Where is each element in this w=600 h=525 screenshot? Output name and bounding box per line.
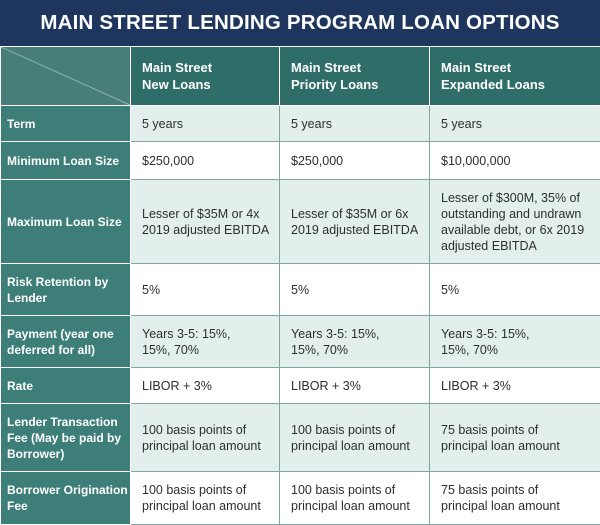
corner-cell xyxy=(1,47,131,106)
row-label: Maximum Loan Size xyxy=(1,180,131,264)
row-label: Lender Transaction Fee (May be paid by B… xyxy=(1,404,131,472)
column-header-line2: New Loans xyxy=(142,77,211,92)
row-label: Rate xyxy=(1,368,131,404)
table-cell: $250,000 xyxy=(280,142,430,180)
table-cell: 75 basis points of principal loan amount xyxy=(430,404,600,472)
row-label: Payment (year one deferred for all) xyxy=(1,316,131,368)
table-cell: Years 3-5: 15%, 15%, 70% xyxy=(430,316,600,368)
row-label: Risk Retention by Lender xyxy=(1,264,131,316)
table-row-term: Term 5 years 5 years 5 years xyxy=(1,106,600,142)
loan-options-table: Main Street New Loans Main Street Priori… xyxy=(0,46,600,525)
column-header-line2: Priority Loans xyxy=(291,77,378,92)
table-row-minimum-loan-size: Minimum Loan Size $250,000 $250,000 $10,… xyxy=(1,142,600,180)
row-label: Borrower Origination Fee xyxy=(1,472,131,525)
column-header-new-loans: Main Street New Loans xyxy=(131,47,280,106)
table-cell: LIBOR + 3% xyxy=(430,368,600,404)
table-cell: 5 years xyxy=(280,106,430,142)
table-cell: Lesser of $35M or 4x 2019 adjusted EBITD… xyxy=(131,180,280,264)
column-header-line1: Main Street xyxy=(142,60,212,75)
table-cell: 100 basis points of principal loan amoun… xyxy=(280,472,430,525)
row-label: Minimum Loan Size xyxy=(1,142,131,180)
header-row: Main Street New Loans Main Street Priori… xyxy=(1,47,600,106)
table-cell: 5 years xyxy=(430,106,600,142)
table-row-maximum-loan-size: Maximum Loan Size Lesser of $35M or 4x 2… xyxy=(1,180,600,264)
table-cell: 100 basis points of principal loan amoun… xyxy=(131,472,280,525)
page-title: MAIN STREET LENDING PROGRAM LOAN OPTIONS xyxy=(0,0,600,46)
table-cell: 5% xyxy=(280,264,430,316)
table-cell: Lesser of $300M, 35% of outstanding and … xyxy=(430,180,600,264)
table-row-risk-retention: Risk Retention by Lender 5% 5% 5% xyxy=(1,264,600,316)
table-row-borrower-origination-fee: Borrower Origination Fee 100 basis point… xyxy=(1,472,600,525)
table-cell: 100 basis points of principal loan amoun… xyxy=(131,404,280,472)
table-cell: $250,000 xyxy=(131,142,280,180)
table-row-payment: Payment (year one deferred for all) Year… xyxy=(1,316,600,368)
table-cell: LIBOR + 3% xyxy=(131,368,280,404)
table-row-lender-transaction-fee: Lender Transaction Fee (May be paid by B… xyxy=(1,404,600,472)
table-cell: Lesser of $35M or 6x 2019 adjusted EBITD… xyxy=(280,180,430,264)
column-header-priority-loans: Main Street Priority Loans xyxy=(280,47,430,106)
table-cell: Years 3-5: 15%, 15%, 70% xyxy=(280,316,430,368)
table-cell: 75 basis points of principal loan amount xyxy=(430,472,600,525)
table-cell: 100 basis points of principal loan amoun… xyxy=(280,404,430,472)
table-row-rate: Rate LIBOR + 3% LIBOR + 3% LIBOR + 3% xyxy=(1,368,600,404)
table-cell: $10,000,000 xyxy=(430,142,600,180)
column-header-line1: Main Street xyxy=(441,60,511,75)
table-cell: 5 years xyxy=(131,106,280,142)
row-label: Term xyxy=(1,106,131,142)
table-cell: 5% xyxy=(430,264,600,316)
diagonal-divider xyxy=(1,47,130,105)
column-header-line2: Expanded Loans xyxy=(441,77,545,92)
table-cell: 5% xyxy=(131,264,280,316)
column-header-line1: Main Street xyxy=(291,60,361,75)
column-header-expanded-loans: Main Street Expanded Loans xyxy=(430,47,600,106)
table-cell: LIBOR + 3% xyxy=(280,368,430,404)
table-cell: Years 3-5: 15%, 15%, 70% xyxy=(131,316,280,368)
